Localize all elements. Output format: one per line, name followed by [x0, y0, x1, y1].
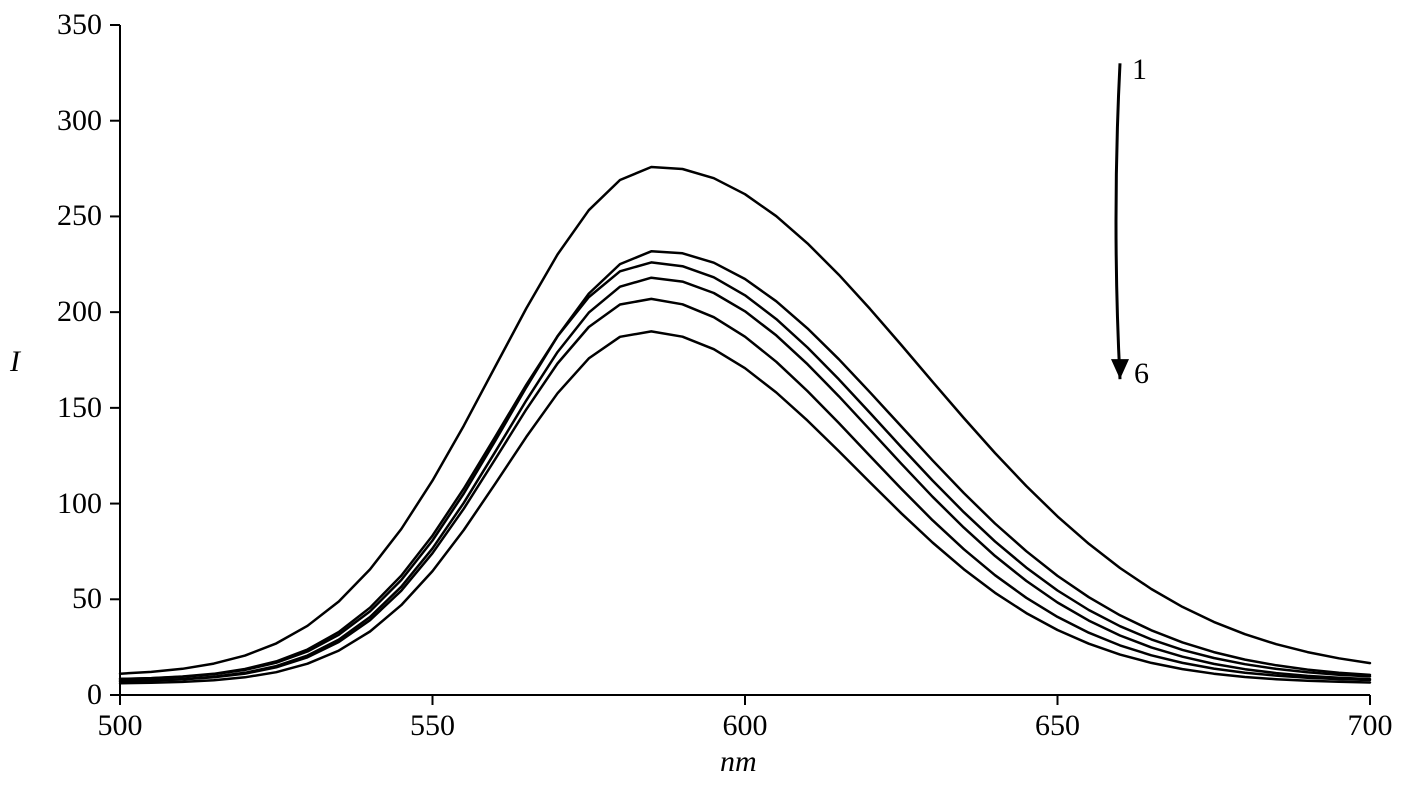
x-tick-label: 650: [1028, 709, 1088, 743]
y-tick-label: 150: [40, 391, 102, 425]
arrow-label-top: 1: [1132, 53, 1147, 87]
x-tick-label: 550: [403, 709, 463, 743]
x-axis-label: nm: [720, 745, 757, 779]
y-tick-label: 50: [40, 582, 102, 616]
x-tick-label: 600: [715, 709, 775, 743]
spectra-chart: I nm 1 6 500 550 600 650 700 0 50 100 150 200 250 3…: [0, 0, 1412, 812]
y-tick-label: 0: [40, 678, 102, 712]
y-tick-label: 200: [40, 295, 102, 329]
arrow-label-bottom: 6: [1134, 357, 1149, 391]
y-tick-label: 300: [40, 104, 102, 138]
y-tick-label: 250: [40, 199, 102, 233]
y-tick-label: 350: [40, 8, 102, 42]
chart-svg: [0, 0, 1412, 812]
x-tick-label: 700: [1340, 709, 1400, 743]
y-axis-label: I: [10, 345, 20, 379]
x-tick-label: 500: [90, 709, 150, 743]
y-tick-label: 100: [40, 487, 102, 521]
